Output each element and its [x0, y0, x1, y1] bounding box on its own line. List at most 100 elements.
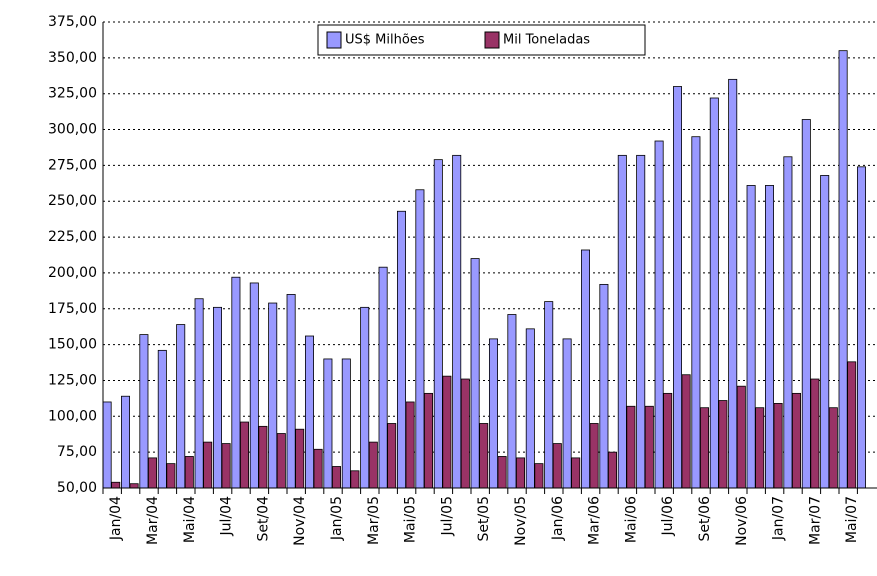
bar: [378, 266, 388, 489]
bar: [644, 405, 654, 489]
bar: [212, 306, 222, 489]
bar: [433, 159, 443, 489]
bar: [654, 140, 664, 489]
y-tick-label: 300,00: [48, 122, 97, 138]
y-tick-label: 250,00: [48, 193, 97, 209]
x-tick-label: Mai/06: [623, 496, 639, 543]
bar: [121, 395, 131, 489]
legend-swatch: [326, 31, 342, 49]
bar: [360, 306, 370, 489]
bar: [442, 375, 452, 489]
bar: [231, 276, 241, 489]
bar: [268, 302, 278, 489]
bar: [286, 294, 296, 489]
y-tick-label: 100,00: [48, 408, 97, 424]
bar: [331, 466, 341, 489]
x-tick-label: Mar/05: [366, 496, 382, 545]
bar: [736, 385, 746, 489]
legend: US$ Milhões Mil Toneladas: [317, 24, 646, 56]
y-tick-label: 125,00: [48, 372, 97, 388]
legend-box: [317, 24, 646, 56]
bar: [599, 283, 609, 489]
x-tick-label: Set/04: [255, 496, 271, 542]
x-tick-label: Mai/07: [844, 496, 860, 543]
legend-swatch: [484, 31, 500, 49]
y-tick-label: 150,00: [48, 337, 97, 353]
y-tick-label: 275,00: [48, 157, 97, 173]
bar: [368, 441, 378, 489]
bar: [516, 457, 526, 489]
bar: [258, 425, 268, 489]
bar: [276, 433, 286, 489]
bar: [700, 407, 710, 489]
bar: [323, 358, 333, 489]
bar: [810, 378, 820, 489]
y-tick-label: 225,00: [48, 229, 97, 245]
y-tick-label: 350,00: [48, 50, 97, 66]
bar: [562, 338, 572, 489]
bar: [581, 249, 591, 489]
x-tick-label: Mar/07: [807, 496, 823, 545]
bar: [847, 361, 857, 489]
y-tick-label: 175,00: [48, 301, 97, 317]
bar: [488, 338, 498, 489]
bar: [295, 428, 305, 489]
bar: [636, 154, 646, 489]
x-tick-label: Jan/04: [108, 496, 124, 541]
legend-label: Mil Toneladas: [503, 33, 590, 48]
bar: [102, 401, 112, 489]
x-tick-label: Nov/05: [513, 496, 529, 546]
bar: [801, 119, 811, 489]
x-tick-label: Jan/07: [771, 496, 787, 541]
bar: [507, 314, 517, 489]
bar: [746, 185, 756, 489]
y-tick-label: 75,00: [57, 444, 97, 460]
bar: [249, 282, 259, 489]
bar: [166, 463, 176, 489]
bar: [709, 97, 719, 489]
bar: [617, 154, 627, 489]
y-tick-label: 325,00: [48, 86, 97, 102]
bar: [525, 328, 535, 489]
bar: [828, 407, 838, 489]
x-tick-label: Nov/06: [734, 496, 750, 546]
bar: [783, 156, 793, 489]
bar: [304, 335, 314, 489]
x-tick-label: Jan/05: [329, 496, 345, 541]
bar: [157, 349, 167, 489]
bar: [718, 400, 728, 489]
bar: [203, 441, 213, 489]
x-tick-label: Jan/06: [550, 496, 566, 541]
bar: [691, 136, 701, 489]
bar: [838, 50, 848, 489]
bar: [765, 185, 775, 489]
x-tick-label: Set/06: [697, 496, 713, 542]
bar: [571, 457, 581, 489]
bar: [673, 86, 683, 489]
bar: [423, 392, 433, 489]
bar: [497, 456, 507, 489]
bar: [176, 324, 186, 489]
bar: [387, 423, 397, 489]
bar: [663, 392, 673, 489]
x-tick-label: Mai/04: [182, 496, 198, 543]
x-tick-label: Mai/05: [403, 496, 419, 543]
bar: [608, 451, 618, 489]
bar: [313, 448, 323, 489]
bar: [350, 470, 360, 489]
x-tick-label: Set/05: [476, 496, 492, 542]
bar: [405, 401, 415, 489]
bar: [755, 407, 765, 489]
bar: [534, 463, 544, 489]
bar: [544, 301, 554, 489]
bar: [460, 378, 470, 489]
x-tick-label: Jul/06: [660, 496, 676, 537]
bar: [792, 392, 802, 489]
bar: [773, 403, 783, 489]
bar: [820, 175, 830, 489]
bar: [452, 154, 462, 489]
bar: [479, 423, 489, 489]
bar: [396, 210, 406, 489]
bar: [626, 405, 636, 489]
